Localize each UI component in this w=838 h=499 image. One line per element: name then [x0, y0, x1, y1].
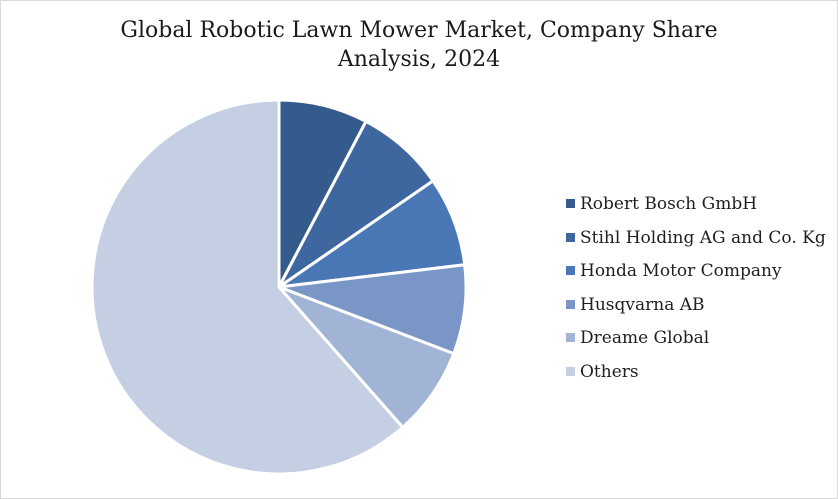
legend-item-robert-bosch: Robert Bosch GmbH [566, 190, 826, 224]
legend-label: Dreame Global [580, 328, 710, 348]
legend-item-husqvarna: Husqvarna AB [566, 291, 826, 325]
legend-swatch [566, 232, 575, 242]
legend-item-others: Others [566, 358, 826, 392]
legend-label: Husqvarna AB [580, 294, 705, 315]
legend-swatch [566, 266, 575, 275]
chart-title-line-2: Analysis, 2024 [337, 47, 501, 72]
legend-swatch [566, 333, 575, 342]
legend-swatch [566, 366, 575, 376]
chart-title-line-1: Global Robotic Lawn Mower Market, Compan… [120, 18, 718, 43]
legend-item-dreame: Dreame Global [566, 324, 826, 358]
legend-item-honda: Honda Motor Company [566, 257, 826, 291]
legend-swatch [566, 199, 575, 208]
legend-label: Stihl Holding AG and Co. Kg [580, 227, 826, 248]
chart-title: Global Robotic Lawn Mower Market, Compan… [0, 16, 838, 74]
legend-label: Honda Motor Company [580, 261, 782, 281]
legend-swatch [566, 299, 575, 309]
legend-item-stihl: Stihl Holding AG and Co. Kg [566, 224, 826, 258]
pie-slice-others [90, 98, 405, 476]
legend-label: Robert Bosch GmbH [580, 194, 758, 214]
legend-label: Others [580, 361, 639, 382]
legend: Robert Bosch GmbH Stihl Holding AG and C… [566, 190, 826, 391]
